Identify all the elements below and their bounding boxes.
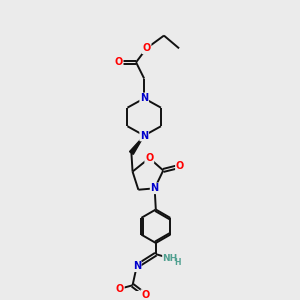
Text: N: N — [140, 130, 148, 141]
Text: H: H — [174, 258, 181, 267]
Text: O: O — [176, 161, 184, 171]
Text: N: N — [133, 261, 141, 271]
Text: N: N — [140, 93, 148, 103]
Polygon shape — [130, 136, 144, 154]
Text: O: O — [141, 290, 149, 300]
Text: N: N — [151, 183, 159, 193]
Text: O: O — [145, 153, 153, 163]
Text: NH: NH — [163, 254, 178, 263]
Text: O: O — [142, 44, 151, 53]
Text: O: O — [115, 57, 123, 67]
Text: O: O — [116, 284, 124, 294]
